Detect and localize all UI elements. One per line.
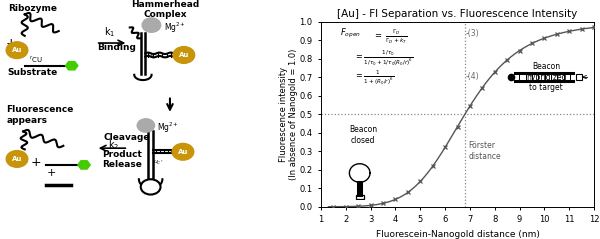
Circle shape (172, 143, 194, 160)
Text: Au: Au (179, 52, 189, 58)
Text: $u_{C^*}$: $u_{C^*}$ (147, 53, 158, 62)
Text: Au: Au (12, 47, 22, 53)
Circle shape (6, 151, 28, 167)
Text: $F_{open}$: $F_{open}$ (340, 27, 361, 40)
Text: $= \frac{1}{1 + (R_0/r)^6}$: $= \frac{1}{1 + (R_0/r)^6}$ (354, 69, 394, 87)
Text: Hammerhead: Hammerhead (131, 0, 199, 9)
Text: Förster
distance: Förster distance (469, 141, 501, 161)
Text: appears: appears (6, 116, 47, 125)
Text: Au: Au (178, 149, 188, 155)
Text: +: + (31, 156, 41, 169)
Text: Fluorescence: Fluorescence (6, 105, 74, 114)
Text: Release: Release (102, 160, 142, 169)
Text: Cleavage: Cleavage (104, 133, 150, 142)
Text: $^r$CU: $^r$CU (29, 54, 43, 65)
Text: Beacon
hybridized
to target: Beacon hybridized to target (526, 62, 566, 92)
Text: $= \;\frac{\Gamma_D}{\Gamma_D + k_T}$: $= \;\frac{\Gamma_D}{\Gamma_D + k_T}$ (373, 27, 407, 46)
Text: +: + (46, 168, 56, 178)
Circle shape (142, 18, 161, 32)
Text: -(3): -(3) (466, 29, 479, 38)
Text: Au: Au (12, 156, 22, 162)
Circle shape (137, 119, 155, 132)
Text: $= \frac{1/\tau_0}{1/\tau_0 + 1/\tau_0(R_0/r)^6}$: $= \frac{1/\tau_0}{1/\tau_0 + 1/\tau_0(R… (354, 48, 413, 68)
Text: -(4): -(4) (466, 71, 479, 81)
Text: +: + (5, 37, 16, 50)
X-axis label: Fluorescein-Nanogold distance (nm): Fluorescein-Nanogold distance (nm) (376, 230, 539, 239)
Text: $u_{C^*}$: $u_{C^*}$ (153, 159, 164, 168)
Text: Substrate: Substrate (8, 68, 58, 77)
Text: Binding: Binding (97, 43, 136, 52)
Polygon shape (65, 62, 78, 70)
Text: Product: Product (102, 150, 142, 158)
Bar (356, 195, 364, 199)
Text: Beacon
closed: Beacon closed (349, 125, 377, 145)
Text: Complex: Complex (143, 10, 187, 19)
Circle shape (141, 179, 161, 195)
Text: k$_1$: k$_1$ (104, 25, 115, 39)
Text: Mg$^{2+}$: Mg$^{2+}$ (157, 120, 179, 135)
Circle shape (173, 47, 194, 63)
Polygon shape (78, 161, 90, 169)
Text: Mg$^{2+}$: Mg$^{2+}$ (164, 21, 186, 35)
Text: k$_2$: k$_2$ (108, 139, 119, 152)
Circle shape (6, 42, 28, 59)
Text: Ribozyme: Ribozyme (8, 4, 57, 13)
Title: [Au] - FI Separation vs. Fluorescence Intensity: [Au] - FI Separation vs. Fluorescence In… (337, 9, 578, 19)
Y-axis label: Fluorescence intensity
(In absence of Nanogold = 1.0): Fluorescence intensity (In absence of Na… (278, 49, 298, 180)
